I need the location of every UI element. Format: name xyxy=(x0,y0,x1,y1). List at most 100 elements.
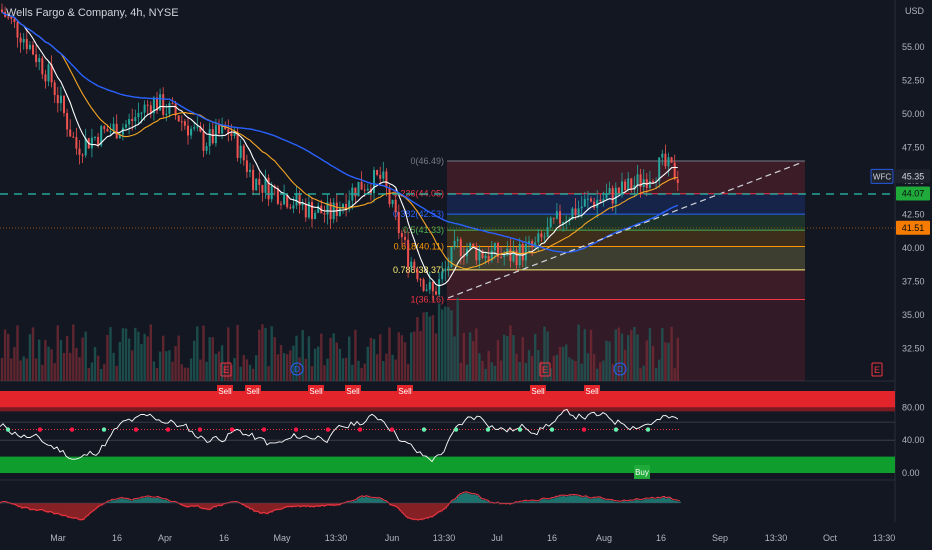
candle xyxy=(469,243,472,249)
price-tag xyxy=(896,169,930,184)
time-tick-label: Oct xyxy=(823,533,838,543)
earnings-marker[interactable] xyxy=(539,362,551,377)
volume-bar xyxy=(617,327,621,381)
candle xyxy=(81,154,84,156)
candle xyxy=(10,16,13,19)
volume-bar xyxy=(354,329,357,381)
candle xyxy=(562,222,565,224)
candle xyxy=(512,250,515,262)
candle xyxy=(472,243,475,246)
candle xyxy=(205,146,208,151)
candle xyxy=(571,208,574,220)
candle xyxy=(187,125,189,136)
volume-bar xyxy=(664,342,667,381)
trend-line[interactable] xyxy=(447,161,804,299)
volume-bar xyxy=(75,347,78,381)
volume-bar xyxy=(437,303,441,381)
candle xyxy=(22,38,25,43)
time-axis[interactable]: Mar 16 Apr 16 May 13:30 Jun 13:30 Jul 16 Aug 16 Sep 1… xyxy=(50,533,895,543)
candle xyxy=(193,127,196,129)
volume-bar xyxy=(69,352,72,381)
volume-bar xyxy=(565,344,568,381)
candle xyxy=(84,138,87,156)
time-tick-label: 13:30 xyxy=(325,533,348,543)
candle xyxy=(543,236,546,238)
volume-bar xyxy=(620,333,624,381)
volume-bar xyxy=(658,359,661,381)
candle xyxy=(599,199,602,202)
candle xyxy=(590,198,592,202)
earnings-marker[interactable] xyxy=(220,362,232,377)
volume-bar xyxy=(273,337,276,381)
candle xyxy=(431,282,434,292)
candle xyxy=(304,203,307,218)
event-markers[interactable]: E E ED D xyxy=(220,362,883,377)
candle xyxy=(661,153,664,158)
fib-level-label: 0.236(44.05) xyxy=(393,189,444,199)
candle xyxy=(202,131,205,151)
candle xyxy=(7,16,10,18)
volume-bar xyxy=(152,361,156,381)
candle xyxy=(630,178,633,190)
volume-bar xyxy=(326,358,329,381)
candle xyxy=(447,266,450,269)
volume-bar xyxy=(592,354,596,381)
volume-bar xyxy=(372,339,376,381)
volume-bar xyxy=(109,327,112,381)
volume-bar xyxy=(546,331,549,381)
dividend-marker[interactable] xyxy=(613,362,627,376)
candle xyxy=(360,181,363,190)
volume-bar xyxy=(171,361,174,381)
candle xyxy=(596,199,599,208)
volume-bar xyxy=(441,309,444,381)
candle xyxy=(242,145,245,161)
volume-bar xyxy=(317,346,320,381)
candle xyxy=(608,188,611,194)
volume-bar xyxy=(251,368,255,381)
oscillator-dot xyxy=(453,427,459,432)
earnings-marker[interactable] xyxy=(871,362,883,377)
volume-bar xyxy=(518,361,521,381)
volume-bar xyxy=(0,358,4,381)
candle xyxy=(394,199,397,213)
oscillator-dot xyxy=(165,427,171,432)
candle xyxy=(276,188,279,204)
candlestick-series[interactable] xyxy=(1,3,679,302)
volume-bar xyxy=(568,357,571,381)
volume-bar xyxy=(22,356,25,381)
volume-bar xyxy=(127,338,131,381)
candle xyxy=(323,213,326,215)
candle xyxy=(28,44,31,50)
volume-bar xyxy=(162,335,165,381)
volume-bar xyxy=(611,363,614,381)
price-tag-label: 41.51 xyxy=(902,223,925,233)
candle xyxy=(165,113,168,115)
candle xyxy=(50,64,53,83)
volume-bar xyxy=(93,347,97,381)
candle xyxy=(190,128,193,136)
candle xyxy=(38,58,41,63)
candle xyxy=(25,38,28,50)
volume-bar xyxy=(549,368,552,381)
time-tick-label: Jul xyxy=(491,533,503,543)
volume-bar xyxy=(431,315,435,381)
volume-bar xyxy=(217,351,221,381)
price-tick-label: 42.50 xyxy=(902,210,925,220)
volume-bar xyxy=(484,368,487,381)
volume-bar xyxy=(227,327,230,381)
candle xyxy=(252,169,255,191)
volume-bar xyxy=(214,353,218,381)
volume-bar xyxy=(574,361,577,381)
buy-signal-label: Buy xyxy=(635,468,649,477)
candle xyxy=(211,129,214,144)
candle xyxy=(245,160,248,172)
dividend-marker[interactable] xyxy=(290,362,304,376)
volume-bar xyxy=(385,353,388,381)
volume-bar xyxy=(320,333,323,381)
candle xyxy=(524,244,527,261)
candle xyxy=(583,199,586,207)
candle xyxy=(500,256,503,258)
candle xyxy=(143,104,146,113)
candle xyxy=(16,22,19,38)
